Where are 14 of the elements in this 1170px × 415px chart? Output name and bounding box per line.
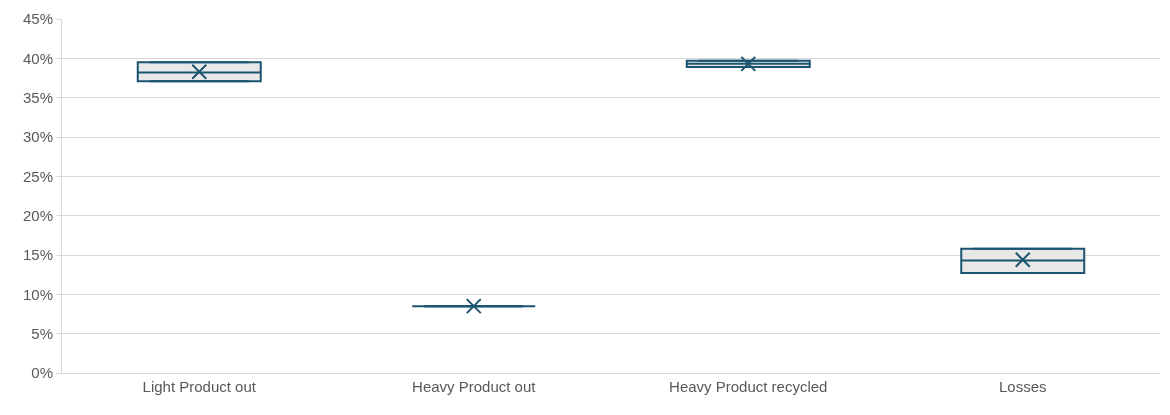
y-tick-label: 5%: [31, 324, 53, 342]
y-tick-label: 0%: [31, 364, 53, 382]
y-tick-label: 10%: [22, 285, 53, 303]
y-tick-label: 35%: [22, 88, 53, 106]
y-tick-label: 25%: [22, 167, 53, 185]
y-tick-label: 20%: [22, 206, 53, 224]
y-tick-label: 15%: [22, 246, 53, 264]
x-tick-label: Light Product out: [142, 378, 257, 395]
x-tick-label: Losses: [998, 378, 1047, 395]
y-tick-label: 45%: [22, 10, 53, 28]
x-tick-label: Heavy Product out: [412, 378, 537, 395]
x-tick-label: Heavy Product recycled: [669, 378, 828, 395]
y-tick-label: 40%: [22, 49, 53, 67]
y-tick-label: 30%: [22, 128, 53, 146]
